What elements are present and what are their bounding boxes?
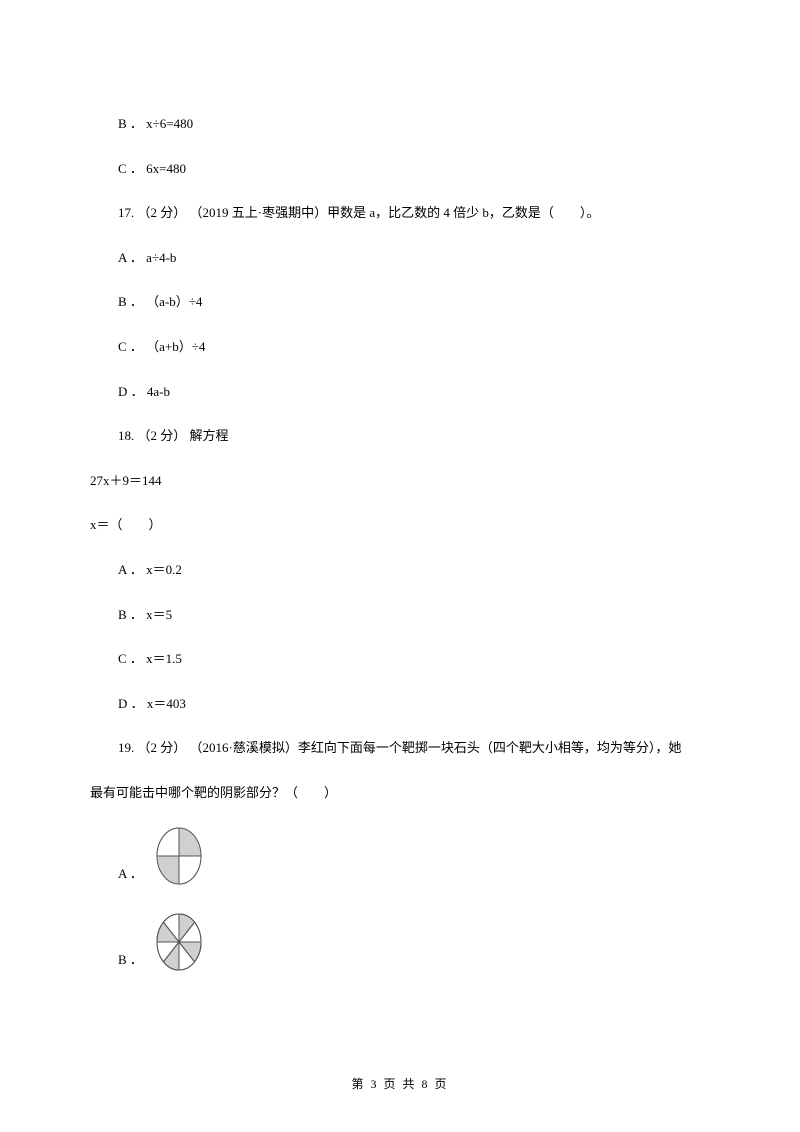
q19-option-a: A ． — [90, 824, 710, 888]
q18-option-d: D ． x＝403 — [90, 690, 710, 719]
q19-stem-line2: 最有可能击中哪个靶的阴影部分？（ ） — [90, 779, 710, 808]
q18-equation: 27x＋9＝144 — [90, 467, 710, 496]
q18-option-c: C ． x＝1.5 — [90, 645, 710, 674]
prev-option-b: B ． x÷6=480 — [90, 110, 710, 139]
q17-option-a: A ． a÷4-b — [90, 244, 710, 273]
q18-blank: x＝（ ） — [90, 511, 710, 540]
prev-option-c: C ． 6x=480 — [90, 155, 710, 184]
q19-option-a-label: A ． — [118, 863, 143, 882]
q19-option-b: B ． — [90, 910, 710, 974]
q19-option-b-label: B ． — [118, 949, 143, 968]
page-footer: 第 3 页 共 8 页 — [0, 1075, 800, 1092]
q17-option-c: C ． （a+b）÷4 — [90, 333, 710, 362]
q19-stem-line1: 19. （2 分） （2016·慈溪模拟）李红向下面每一个靶掷一块石头（四个靶大… — [90, 734, 710, 763]
q17-stem: 17. （2 分） （2019 五上·枣强期中）甲数是 a，比乙数的 4 倍少 … — [90, 199, 710, 228]
q17-option-d: D ． 4a-b — [90, 378, 710, 407]
q18-stem: 18. （2 分） 解方程 — [90, 422, 710, 451]
target-ellipse-a-icon — [153, 824, 205, 888]
target-ellipse-b-icon — [153, 910, 205, 974]
q18-option-b: B ． x＝5 — [90, 601, 710, 630]
q18-option-a: A ． x＝0.2 — [90, 556, 710, 585]
exam-page: B ． x÷6=480 C ． 6x=480 17. （2 分） （2019 五… — [0, 0, 800, 974]
q17-option-b: B ． （a-b）÷4 — [90, 288, 710, 317]
